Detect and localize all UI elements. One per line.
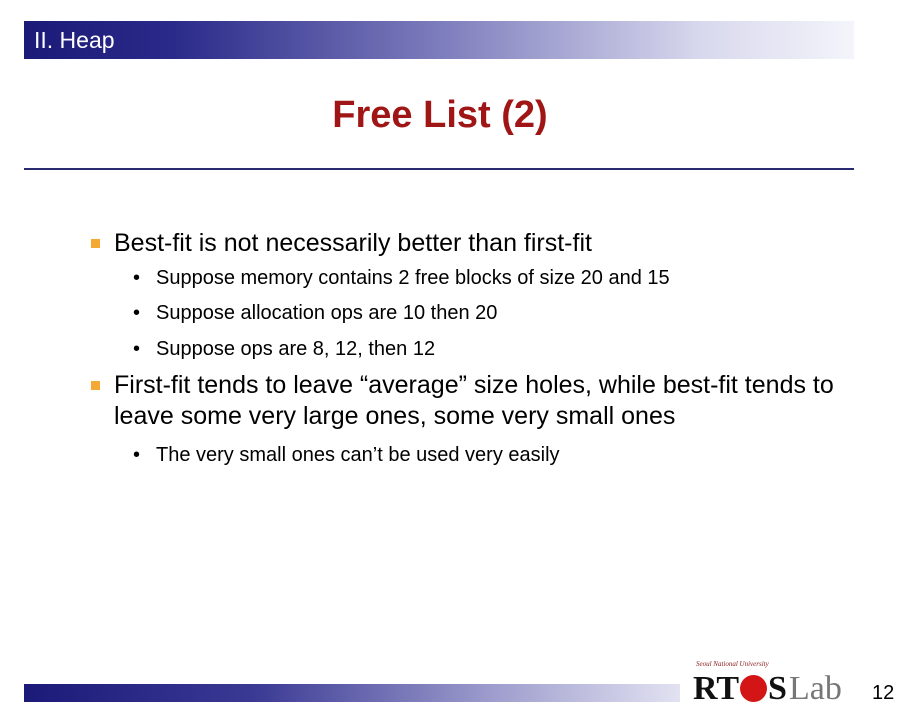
bullet-text: Best-fit is not necessarily better than …: [114, 229, 592, 257]
logo-subtitle: Seoul National University: [696, 660, 769, 668]
title-divider: [24, 168, 854, 170]
page-number: 12: [872, 682, 895, 704]
sub-bullet-text: Suppose memory contains 2 free blocks of…: [156, 267, 670, 289]
bullet-item: First-fit tends to leave “average” size …: [91, 370, 844, 432]
sub-bullet-text: Suppose allocation ops are 10 then 20: [156, 302, 498, 324]
sub-bullet-text: Suppose ops are 8, 12, then 12: [156, 338, 436, 360]
bullet-item: Best-fit is not necessarily better than …: [91, 228, 844, 259]
logo-rt-text: RT: [693, 670, 740, 707]
bullet-dot-icon: •: [133, 267, 141, 289]
logo-red-dot-icon: [740, 675, 768, 702]
sub-bullet-item: • The very small ones can’t be used very…: [133, 442, 836, 468]
bullet-square-icon: [91, 239, 100, 248]
bullet-dot-icon: •: [133, 338, 141, 360]
slide-title: Free List (2): [332, 94, 548, 136]
sub-bullet-item: • Suppose ops are 8, 12, then 12: [133, 336, 836, 362]
sub-bullet-item: • Suppose allocation ops are 10 then 20: [133, 300, 836, 326]
section-label: II. Heap: [34, 27, 115, 53]
rtos-lab-logo: Seoul National University RT SLab: [690, 660, 850, 710]
section-header-bar: II. Heap: [24, 21, 854, 59]
bullet-dot-icon: •: [133, 302, 141, 324]
sub-bullet-item: • Suppose memory contains 2 free blocks …: [133, 265, 836, 291]
logo-s-text: S: [768, 670, 787, 707]
bullet-square-icon: [91, 381, 100, 390]
footer-bar: [24, 684, 680, 702]
logo-wordmark: RT SLab: [693, 671, 842, 707]
bullet-dot-icon: •: [133, 444, 141, 466]
sub-bullet-text: The very small ones can’t be used very e…: [156, 444, 560, 466]
bullet-text: First-fit tends to leave “average” size …: [114, 371, 834, 430]
logo-lab-text: Lab: [788, 670, 842, 707]
